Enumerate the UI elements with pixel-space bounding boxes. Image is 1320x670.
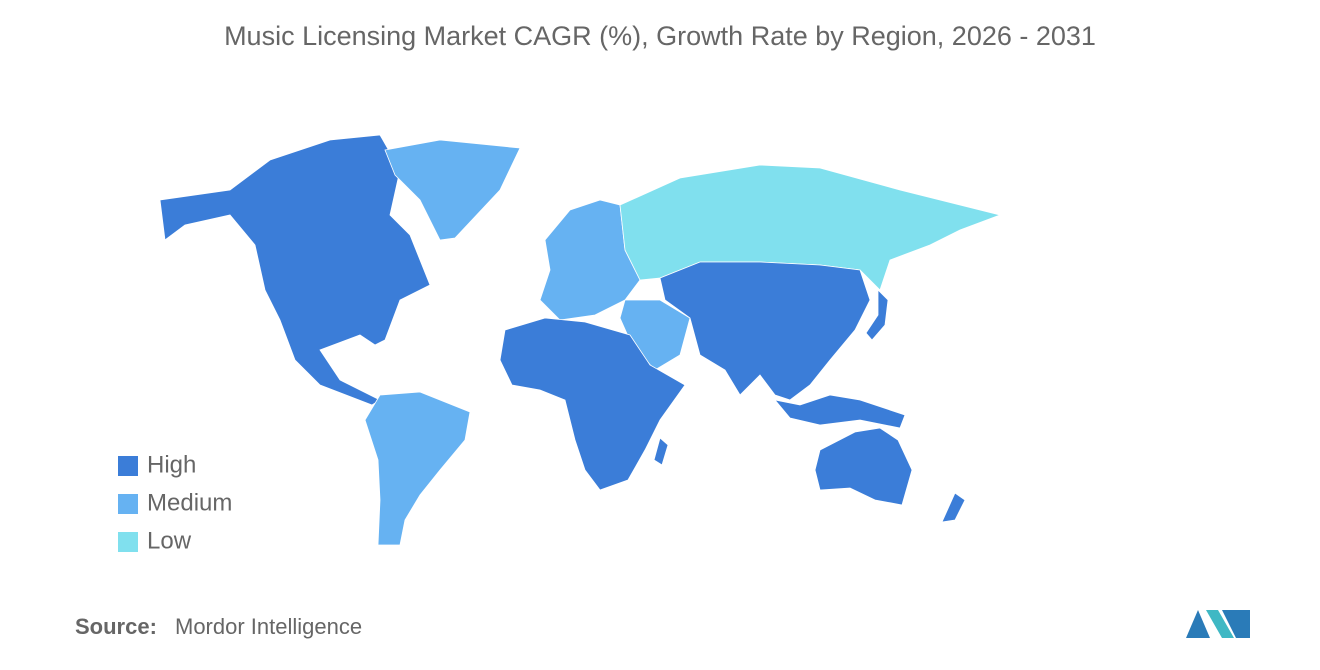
legend-label: Medium: [147, 489, 232, 516]
world-map: [159, 134, 1002, 546]
logo: [1186, 610, 1250, 638]
madagascar: [653, 437, 669, 466]
africa: [499, 317, 686, 491]
asia: [659, 261, 871, 401]
russia: [619, 164, 1002, 291]
middle-east: [619, 299, 691, 371]
legend: High Medium Low: [118, 451, 232, 554]
legend-label: Low: [147, 527, 192, 554]
title: Music Licensing Market CAGR (%), Growth …: [224, 21, 1096, 51]
australia: [814, 427, 913, 506]
source-text: Mordor Intelligence: [175, 614, 362, 639]
legend-label: High: [147, 451, 196, 478]
south-america: [364, 391, 471, 546]
legend-swatch: [118, 456, 138, 476]
southeast-asia-islands: [773, 394, 906, 429]
europe: [539, 199, 641, 321]
new-zealand: [941, 492, 966, 523]
greenland: [384, 139, 521, 241]
legend-swatch: [118, 532, 138, 552]
legend-swatch: [118, 494, 138, 514]
north-america: [159, 134, 431, 406]
japan: [865, 289, 889, 341]
source-label: Source:: [75, 614, 157, 639]
